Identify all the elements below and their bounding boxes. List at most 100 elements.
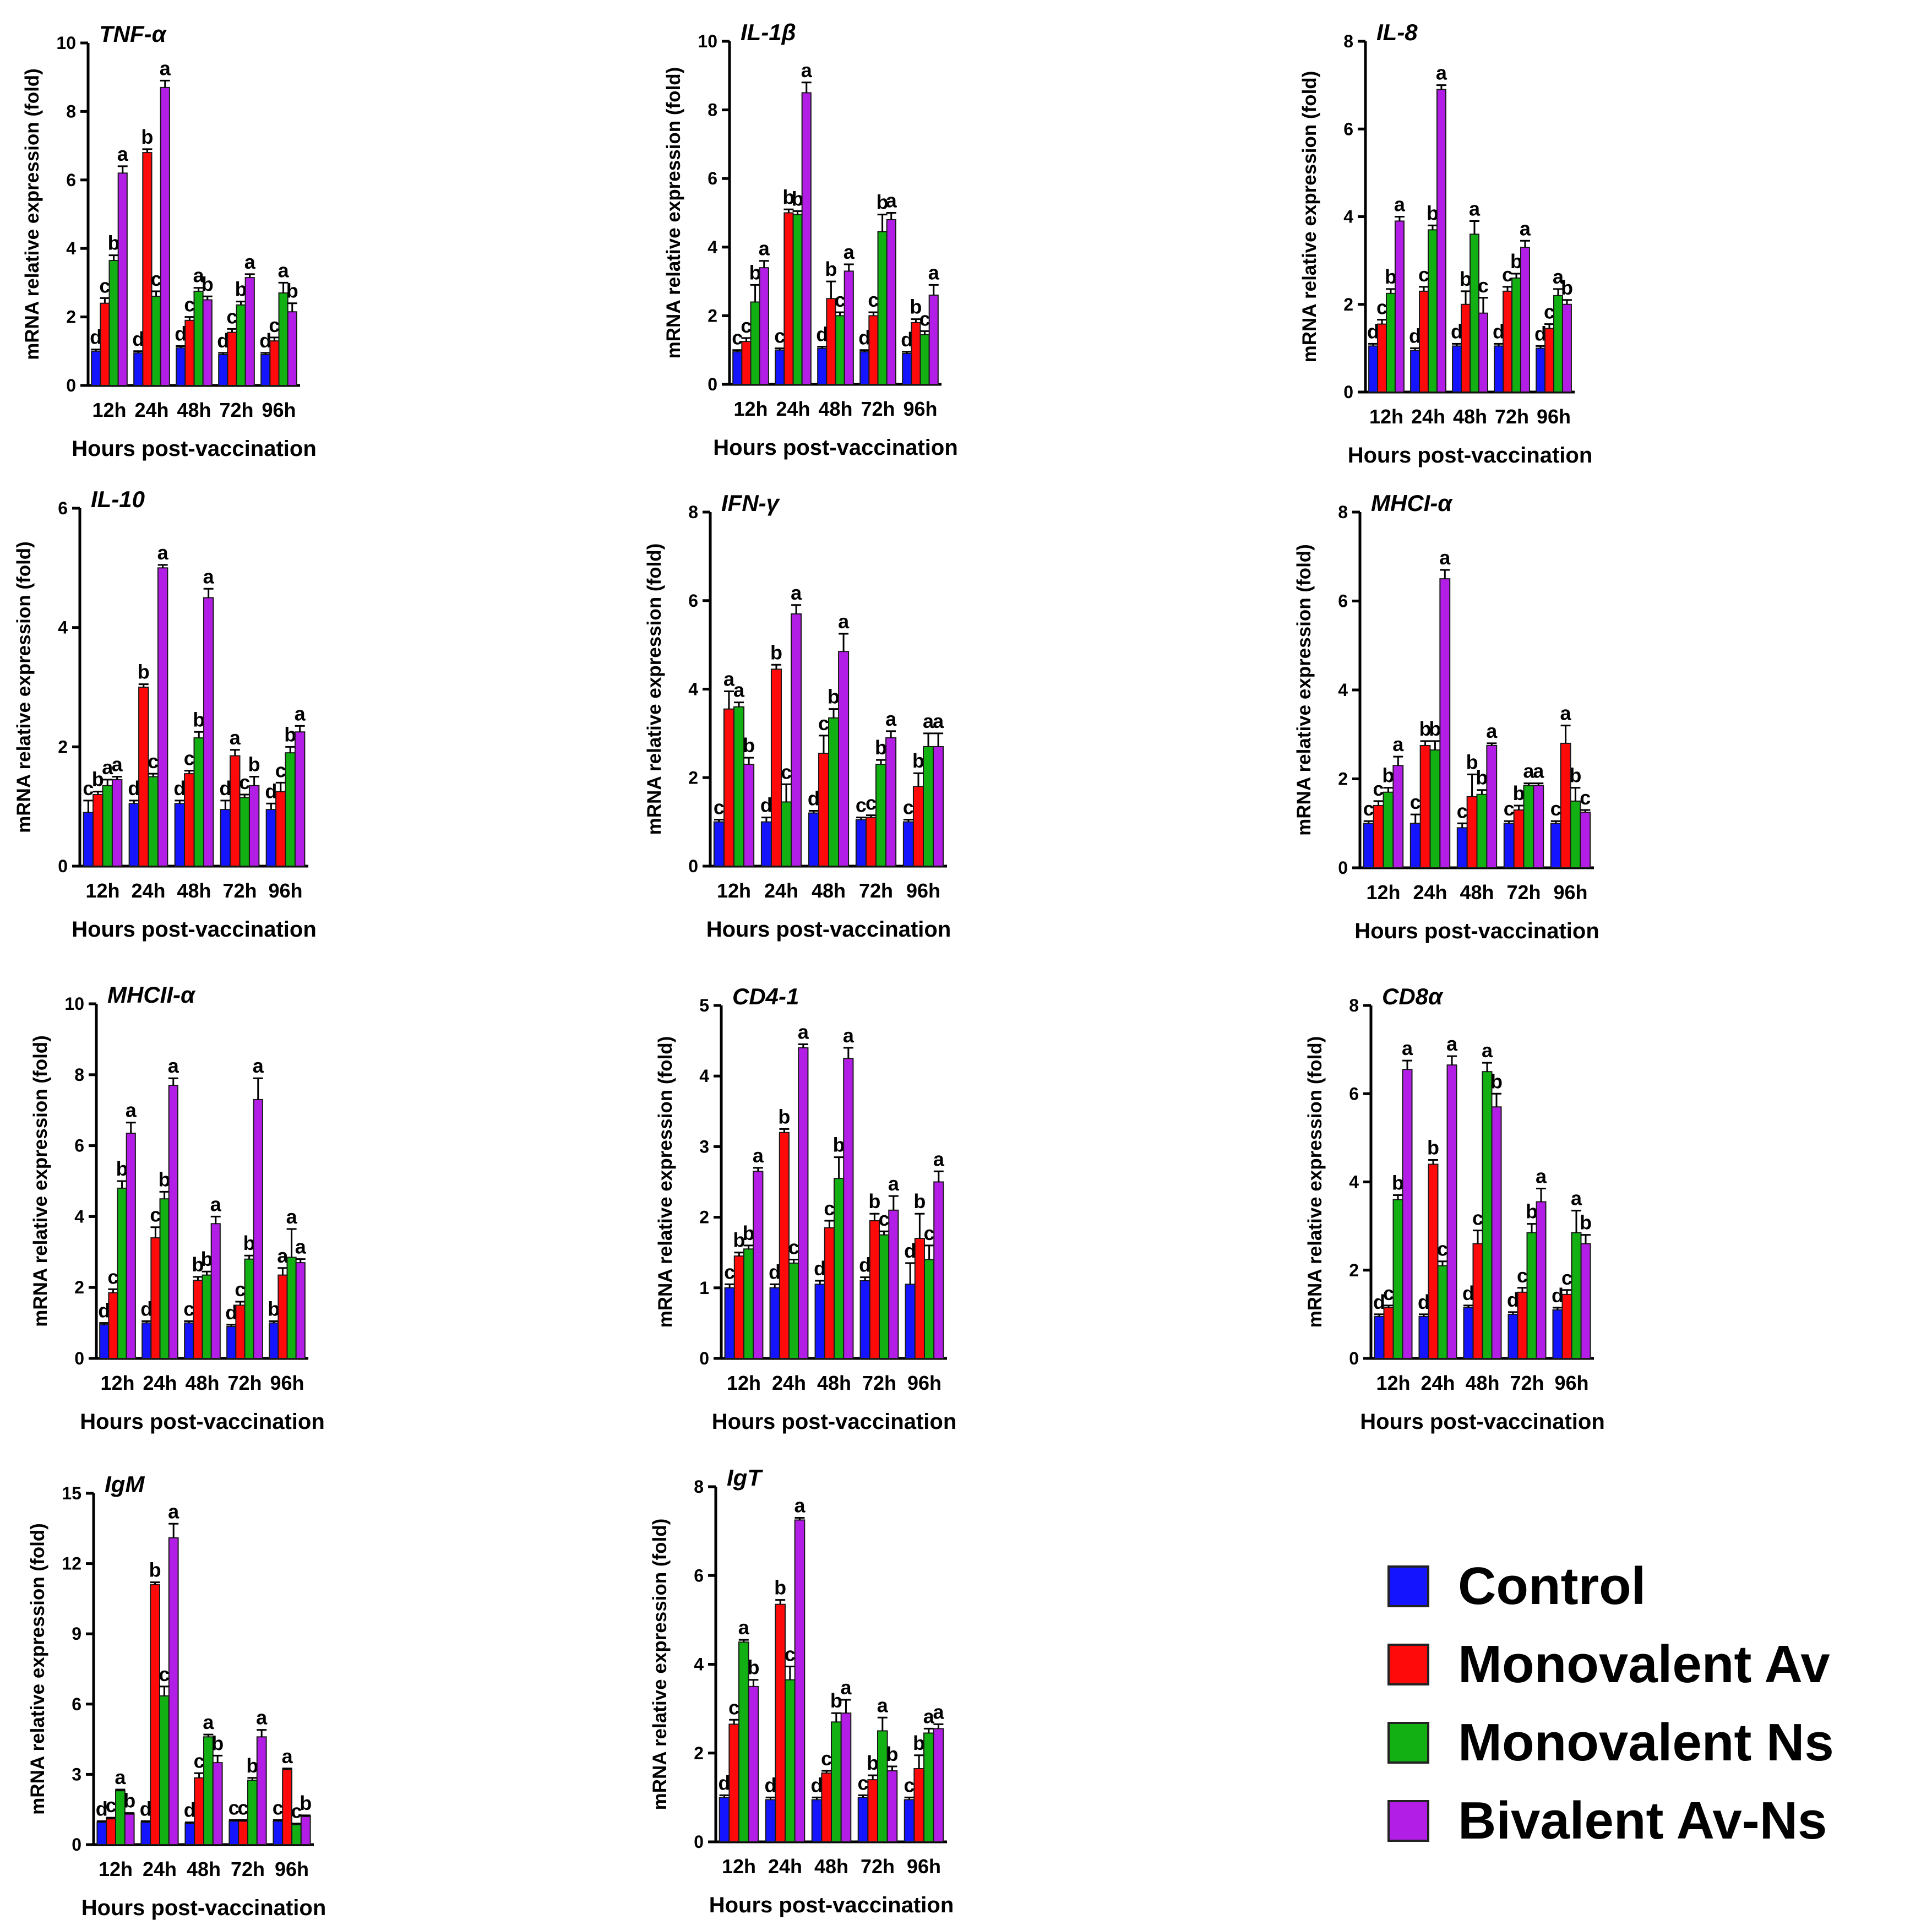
significance-letter: c	[151, 268, 162, 290]
significance-letter: b	[149, 1559, 161, 1581]
x-tick-label: 72h	[862, 1372, 896, 1394]
significance-letter: b	[1427, 1136, 1439, 1159]
bar-control-72h	[857, 1797, 869, 1842]
bar-monovalent-av-72h	[1517, 1291, 1528, 1359]
significance-letter: b	[1419, 717, 1432, 740]
bar-control-96h	[904, 1799, 915, 1842]
significance-letter: d	[225, 1301, 237, 1324]
significance-letter: c	[184, 747, 195, 770]
chart-title: IL-10	[91, 486, 145, 512]
bar-bivalent-av-ns-72h	[888, 1209, 899, 1360]
bar-monovalent-av-72h	[869, 1220, 880, 1360]
legend-item-monovalent-ns: Monovalent Ns	[1387, 1704, 1834, 1782]
bar-control-96h	[1536, 347, 1546, 393]
significance-letter: a	[168, 1054, 179, 1077]
bar-monovalent-ns-72h	[239, 797, 250, 867]
x-tick-label: 12h	[100, 1372, 134, 1394]
significance-letter: b	[201, 1248, 213, 1270]
significance-letter: c	[868, 289, 879, 311]
y-axis-label: mRNA relative expression (fold)	[1304, 1036, 1326, 1328]
significance-letter: c	[866, 792, 877, 814]
bar-monovalent-ns-12h	[733, 706, 745, 867]
significance-letter: c	[183, 1297, 194, 1320]
bar-bivalent-av-ns-48h	[210, 1223, 221, 1360]
chart-title: IgM	[105, 1471, 145, 1497]
x-tick-label: 48h	[185, 1372, 219, 1394]
chart-panel-cd4-1: 0 1 2 3 4 5 CD4-1 mRNA relative expression (fol…	[655, 983, 956, 1434]
bar-bivalent-av-ns-72h	[244, 277, 255, 386]
significance-letter: d	[96, 1797, 108, 1820]
bar-monovalent-av-96h	[275, 791, 286, 867]
significance-letter: c	[856, 794, 867, 817]
x-tick-label: 48h	[177, 399, 211, 421]
bar-monovalent-ns-24h	[785, 1679, 796, 1842]
bar-control-24h	[765, 1799, 776, 1842]
significance-letter: c	[1580, 786, 1591, 809]
bar-monovalent-av-96h	[914, 1238, 926, 1360]
significance-letter: b	[868, 1190, 880, 1212]
bar-control-96h	[902, 821, 914, 867]
significance-letter: a	[877, 1694, 889, 1716]
significance-letter: b	[867, 1752, 879, 1774]
significance-letter: b	[1429, 717, 1441, 740]
bar-bivalent-av-ns-24h	[1446, 1064, 1457, 1359]
bar-bivalent-av-ns-12h	[1394, 220, 1405, 393]
significance-letter: a	[1523, 760, 1534, 782]
y-tick-label: 3	[72, 1764, 81, 1784]
significance-letter: c	[903, 796, 914, 819]
y-tick-label: 4	[66, 238, 76, 258]
significance-letter: c	[741, 314, 752, 337]
significance-letter: b	[243, 1232, 255, 1254]
bar-bivalent-av-ns-72h	[256, 1736, 267, 1846]
bar-monovalent-ns-96h	[923, 746, 934, 867]
bar-control-24h	[1418, 1315, 1429, 1360]
bar-monovalent-av-96h	[1544, 328, 1555, 393]
legend-item-monovalent-av: Monovalent Av	[1387, 1625, 1834, 1704]
y-tick-label: 15	[62, 1483, 81, 1503]
y-tick-label: 6	[1338, 591, 1348, 611]
legend-swatch-bivalent-av-ns	[1387, 1800, 1429, 1842]
bar-control-72h	[1507, 1313, 1519, 1359]
bar-bivalent-av-ns-96h	[287, 311, 297, 387]
bar-control-24h	[775, 349, 785, 385]
bar-monovalent-ns-96h	[291, 1824, 302, 1846]
significance-letter: b	[913, 1190, 926, 1212]
bar-control-48h	[1456, 827, 1468, 868]
significance-letter: b	[830, 1689, 842, 1712]
significance-letter: b	[1466, 751, 1478, 773]
x-tick-label: 72h	[227, 1372, 262, 1394]
bar-monovalent-ns-72h	[879, 1234, 890, 1359]
y-tick-label: 1	[699, 1278, 709, 1298]
bar-bivalent-av-ns-96h	[933, 1728, 944, 1842]
bar-control-72h	[859, 1280, 870, 1359]
significance-letter: a	[278, 259, 290, 281]
bar-bivalent-av-ns-72h	[1520, 247, 1530, 393]
bar-monovalent-ns-72h	[1523, 785, 1534, 869]
chart-panel-il-10: 0 2 4 6 IL-10 mRNA relative expression (fold)…	[13, 486, 317, 942]
chart-panel-mhcii: 0 2 4 6 8 10 MHCII-α mRNA relative expression (…	[30, 982, 325, 1434]
bar-control-48h	[814, 1284, 825, 1359]
significance-letter: a	[1482, 1039, 1493, 1062]
bar-monovalent-av-72h	[227, 331, 237, 387]
significance-letter: b	[138, 661, 150, 683]
significance-letter: d	[1462, 1282, 1474, 1304]
bar-bivalent-av-ns-12h	[748, 1685, 759, 1842]
y-tick-label: 0	[1349, 1348, 1359, 1368]
bar-control-72h	[226, 1326, 237, 1360]
significance-letter: a	[1394, 193, 1406, 216]
y-tick-label: 2	[66, 307, 76, 327]
bar-monovalent-av-48h	[1461, 303, 1471, 393]
significance-letter: c	[1457, 800, 1468, 822]
bar-bivalent-av-ns-24h	[794, 1519, 806, 1842]
y-tick-label: 9	[72, 1624, 81, 1644]
bar-bivalent-av-ns-72h	[886, 219, 896, 385]
y-tick-label: 8	[708, 100, 717, 120]
y-tick-label: 4	[1338, 680, 1348, 700]
bar-monovalent-ns-48h	[834, 1178, 845, 1360]
chart-title: IL-1β	[741, 19, 796, 45]
significance-letter: a	[723, 668, 735, 690]
significance-letter: c	[924, 1222, 935, 1244]
y-tick-label: 8	[694, 1477, 704, 1497]
significance-letter: b	[913, 1732, 925, 1754]
chart-panel-il-1: 0 2 4 6 8 10 IL-1β mRNA relative expression (fo…	[663, 19, 958, 460]
